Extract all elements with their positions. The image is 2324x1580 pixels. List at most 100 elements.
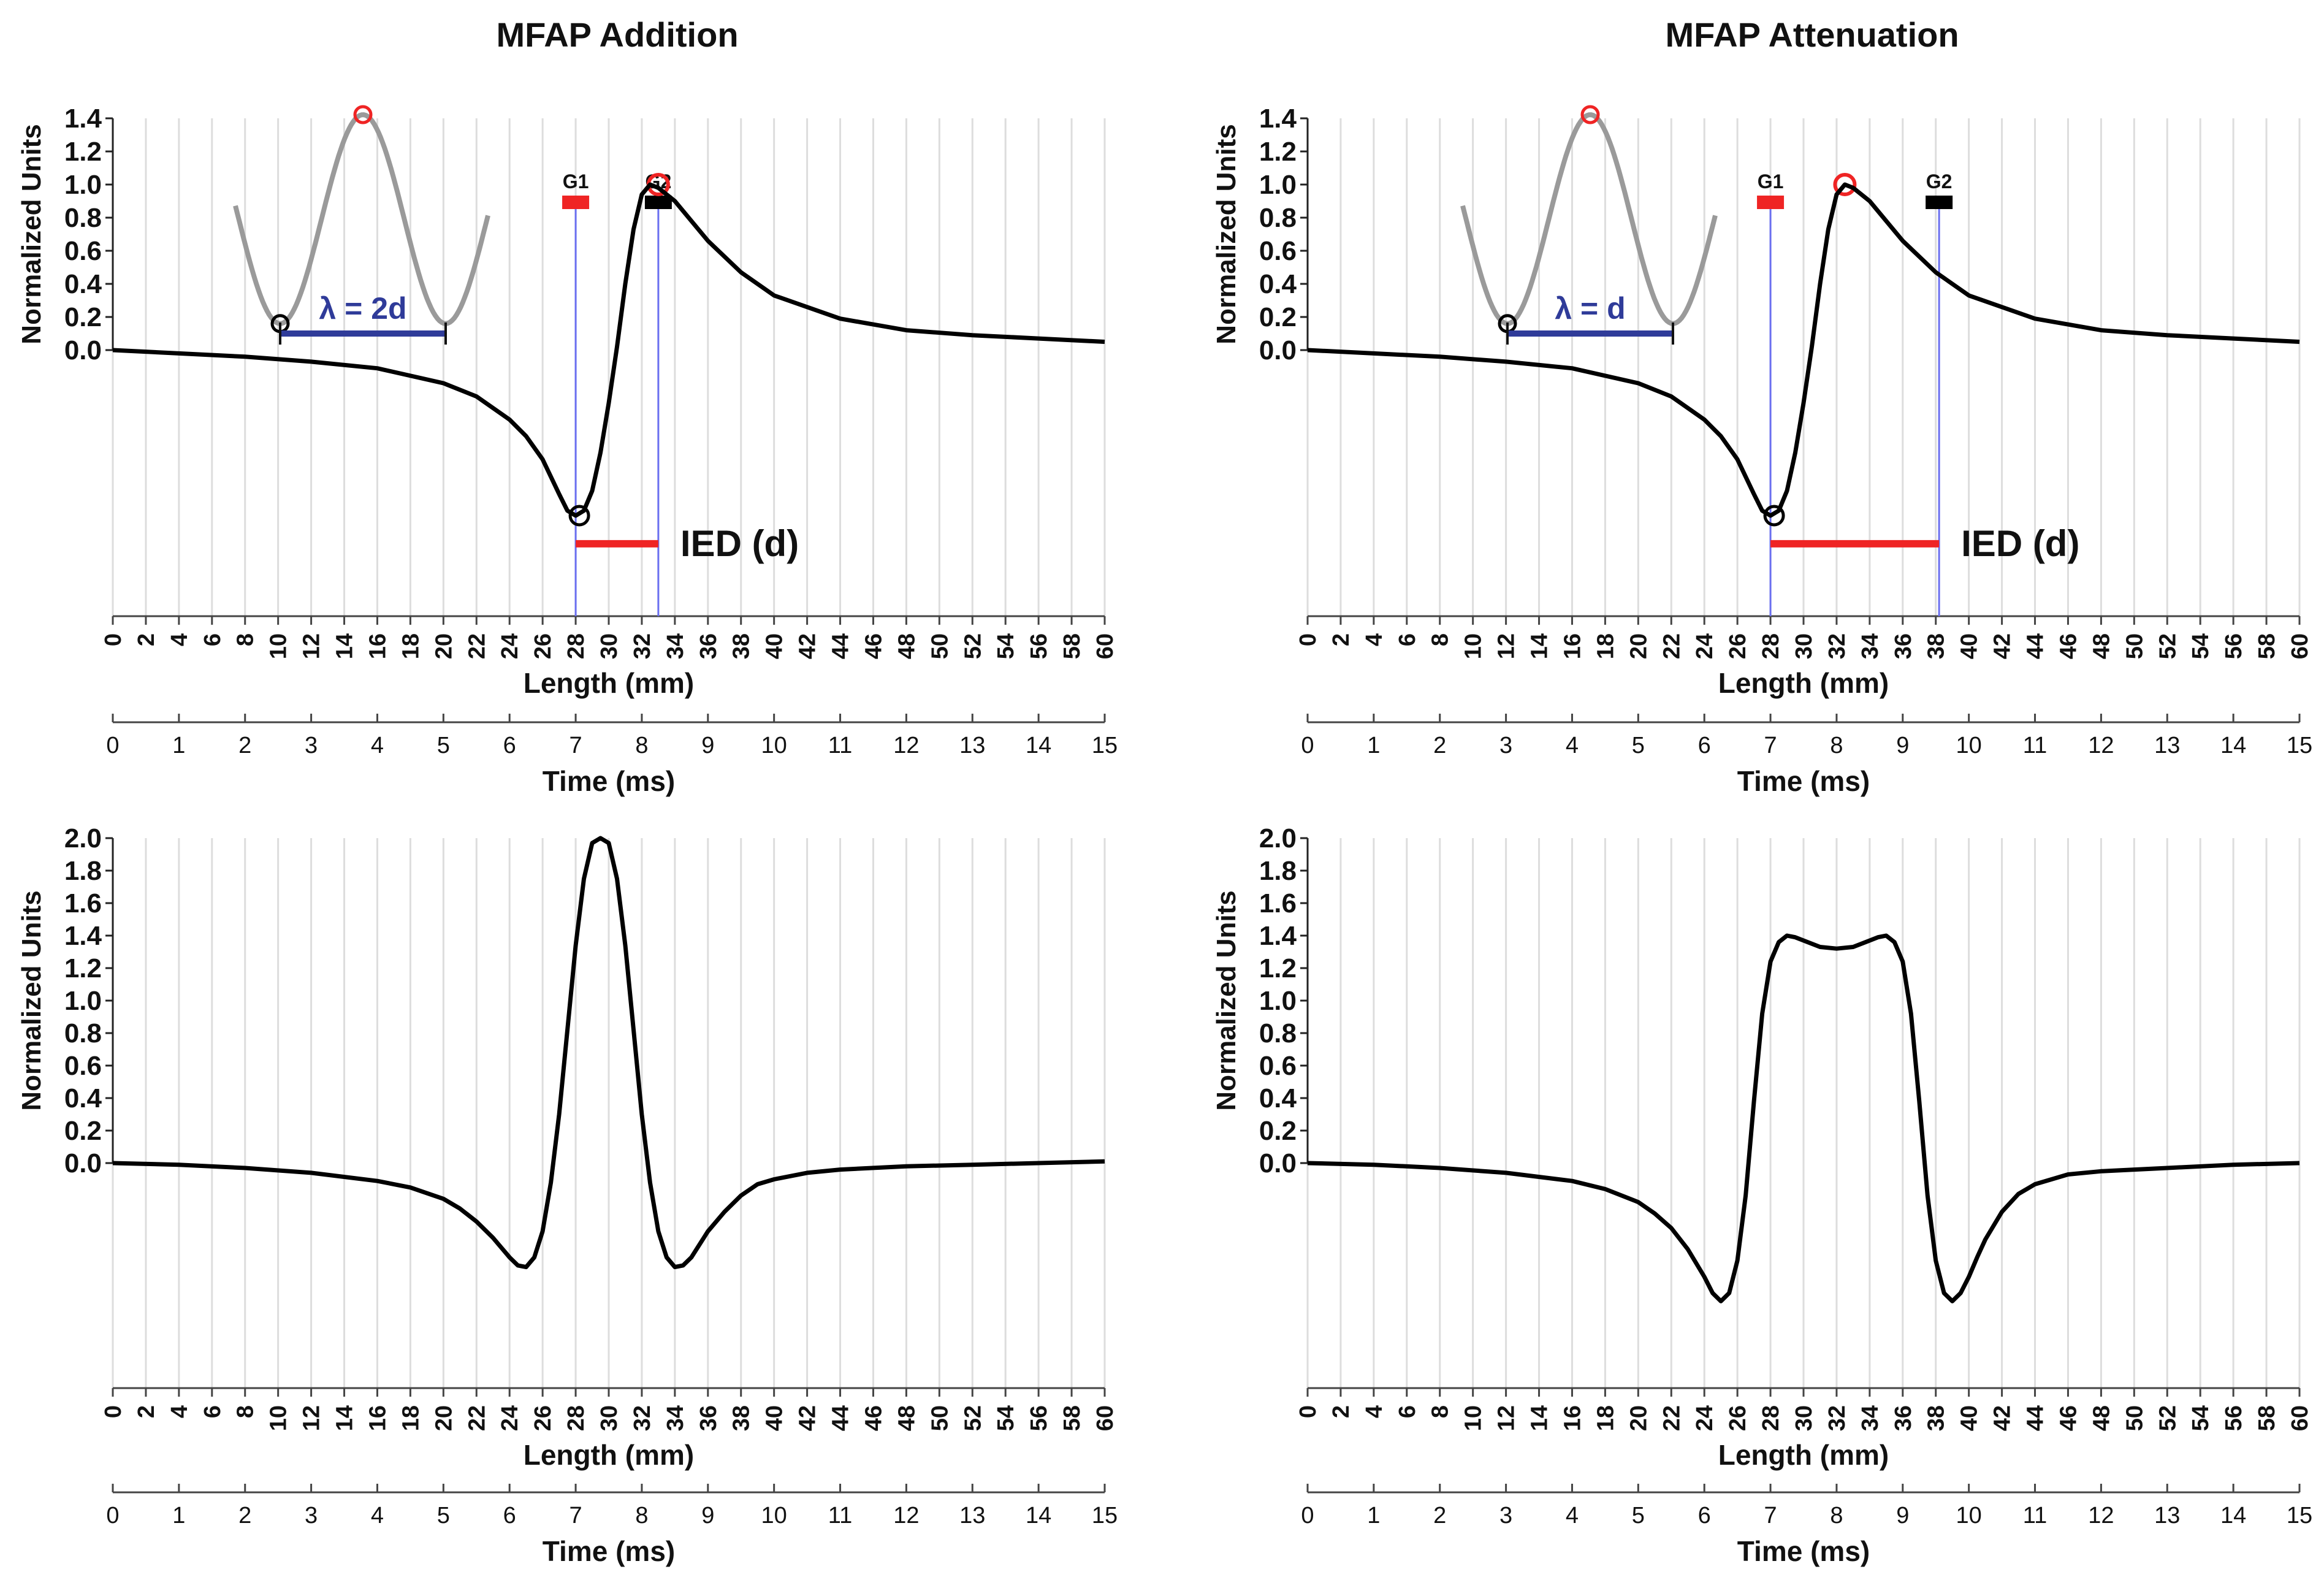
time-tick-label: 4 bbox=[371, 1503, 384, 1528]
gate-marker-g2 bbox=[1926, 196, 1953, 209]
time-tick-label: 13 bbox=[2154, 733, 2180, 758]
length-tick-label: 38 bbox=[729, 633, 755, 659]
y-tick-label: 0.2 bbox=[1259, 1116, 1297, 1146]
time-tick-label: 8 bbox=[1830, 733, 1843, 758]
y-tick-label: 0.8 bbox=[1259, 203, 1297, 233]
length-tick-label: 56 bbox=[2221, 633, 2247, 659]
length-tick-label: 2 bbox=[1328, 1405, 1354, 1418]
length-tick-label: 22 bbox=[464, 633, 490, 659]
length-tick-label: 8 bbox=[233, 633, 259, 646]
length-tick-label: 48 bbox=[2089, 1405, 2114, 1431]
time-tick-label: 7 bbox=[1764, 1503, 1777, 1528]
length-tick-label: 46 bbox=[2055, 1405, 2081, 1431]
time-tick-label: 1 bbox=[172, 1503, 185, 1528]
time-tick-label: 1 bbox=[1367, 733, 1380, 758]
length-tick-label: 10 bbox=[266, 1405, 292, 1431]
length-tick-label: 38 bbox=[729, 1405, 755, 1431]
time-tick-label: 10 bbox=[1956, 1503, 1982, 1528]
length-tick-label: 34 bbox=[663, 633, 688, 659]
length-tick-label: 44 bbox=[2023, 633, 2049, 659]
length-tick-label: 22 bbox=[1659, 1405, 1685, 1431]
length-tick-label: 10 bbox=[1461, 1405, 1487, 1431]
time-tick-label: 9 bbox=[701, 1503, 714, 1528]
length-axis-label: Length (mm) bbox=[1718, 1439, 1889, 1471]
length-tick-label: 48 bbox=[894, 633, 920, 659]
y-tick-label: 0.8 bbox=[64, 203, 102, 233]
length-tick-label: 28 bbox=[1758, 1405, 1784, 1431]
length-tick-label: 36 bbox=[1891, 633, 1916, 659]
length-tick-label: 30 bbox=[596, 633, 622, 659]
length-tick-label: 18 bbox=[1593, 633, 1618, 659]
length-tick-label: 26 bbox=[1725, 1405, 1751, 1431]
length-tick-label: 10 bbox=[1461, 633, 1487, 659]
wavelength-label: λ = 2d bbox=[319, 291, 406, 326]
y-tick-label: 0.4 bbox=[1259, 269, 1297, 299]
time-tick-label: 15 bbox=[2287, 733, 2312, 758]
length-tick-label: 20 bbox=[1626, 1405, 1652, 1431]
series-line-sum bbox=[112, 836, 1105, 1270]
length-tick-label: 18 bbox=[398, 633, 424, 659]
length-tick-label: 54 bbox=[993, 633, 1019, 659]
wavelength-label: λ = d bbox=[1555, 291, 1625, 326]
gate-marker-g1 bbox=[1757, 196, 1785, 209]
length-tick-label: 60 bbox=[2287, 1405, 2313, 1431]
time-tick-label: 11 bbox=[2023, 1503, 2047, 1528]
length-tick-label: 42 bbox=[1990, 633, 2016, 659]
time-tick-label: 12 bbox=[2088, 1503, 2114, 1528]
gate-marker-g1 bbox=[562, 196, 590, 209]
time-axis-label: Time (ms) bbox=[1737, 1535, 1870, 1567]
length-tick-label: 46 bbox=[861, 633, 886, 659]
length-tick-label: 12 bbox=[1494, 633, 1520, 659]
length-tick-label: 30 bbox=[1791, 633, 1817, 659]
length-tick-label: 46 bbox=[2055, 633, 2081, 659]
gate-label-g1: G1 bbox=[563, 170, 589, 193]
y-tick-label: 1.2 bbox=[1259, 137, 1297, 167]
time-tick-label: 4 bbox=[371, 733, 384, 758]
length-tick-label: 18 bbox=[1593, 1405, 1618, 1431]
time-tick-label: 11 bbox=[828, 1503, 852, 1528]
length-tick-label: 54 bbox=[2188, 1405, 2214, 1431]
y-tick-label: 0.2 bbox=[64, 302, 102, 332]
chart-panel-top-right: 0.00.20.40.60.81.01.21.4 Normalized Units… bbox=[1211, 15, 2313, 797]
y-axis-label: Normalized Units bbox=[17, 124, 47, 344]
series-line-mfap bbox=[112, 182, 1105, 518]
length-tick-label: 20 bbox=[431, 1405, 457, 1431]
y-tick-label: 0.6 bbox=[64, 236, 102, 266]
length-tick-label: 60 bbox=[1092, 1405, 1118, 1431]
length-tick-label: 24 bbox=[497, 1405, 523, 1431]
length-tick-label: 50 bbox=[927, 633, 953, 659]
length-tick-label: 0 bbox=[1295, 1405, 1321, 1418]
length-tick-label: 40 bbox=[1957, 1405, 1983, 1431]
time-tick-label: 4 bbox=[1566, 1503, 1579, 1528]
length-tick-label: 4 bbox=[167, 633, 192, 646]
y-tick-label: 0.6 bbox=[64, 1051, 102, 1081]
length-tick-label: 44 bbox=[828, 633, 854, 659]
time-tick-label: 3 bbox=[1499, 733, 1512, 758]
length-tick-label: 58 bbox=[2254, 633, 2280, 659]
length-tick-label: 20 bbox=[431, 633, 457, 659]
time-tick-label: 6 bbox=[1698, 733, 1711, 758]
y-axis-label: Normalized Units bbox=[1211, 124, 1241, 344]
y-tick-label: 1.4 bbox=[1259, 104, 1297, 134]
y-tick-label: 0.0 bbox=[1259, 1148, 1297, 1178]
length-tick-label: 2 bbox=[1328, 633, 1354, 646]
length-tick-label: 28 bbox=[1758, 633, 1784, 659]
chart-panel-top-left: 0.00.20.40.60.81.01.21.4 Normalized Units… bbox=[17, 15, 1118, 797]
length-tick-label: 56 bbox=[1026, 1405, 1052, 1431]
trough-marker bbox=[568, 505, 590, 527]
length-tick-label: 4 bbox=[1362, 633, 1387, 646]
length-tick-label: 8 bbox=[1428, 633, 1453, 646]
time-tick-label: 0 bbox=[1301, 733, 1314, 758]
length-tick-label: 22 bbox=[464, 1405, 490, 1431]
gate-label-g2: G2 bbox=[1926, 170, 1953, 193]
length-tick-label: 30 bbox=[1791, 1405, 1817, 1431]
time-tick-label: 0 bbox=[106, 1503, 119, 1528]
length-tick-label: 28 bbox=[563, 1405, 589, 1431]
length-tick-label: 0 bbox=[101, 1405, 126, 1418]
length-tick-label: 16 bbox=[1560, 1405, 1585, 1431]
length-tick-label: 24 bbox=[1692, 1405, 1718, 1431]
time-tick-label: 6 bbox=[503, 733, 516, 758]
length-tick-label: 60 bbox=[1092, 633, 1118, 659]
length-tick-label: 26 bbox=[530, 1405, 556, 1431]
length-tick-label: 48 bbox=[2089, 633, 2114, 659]
